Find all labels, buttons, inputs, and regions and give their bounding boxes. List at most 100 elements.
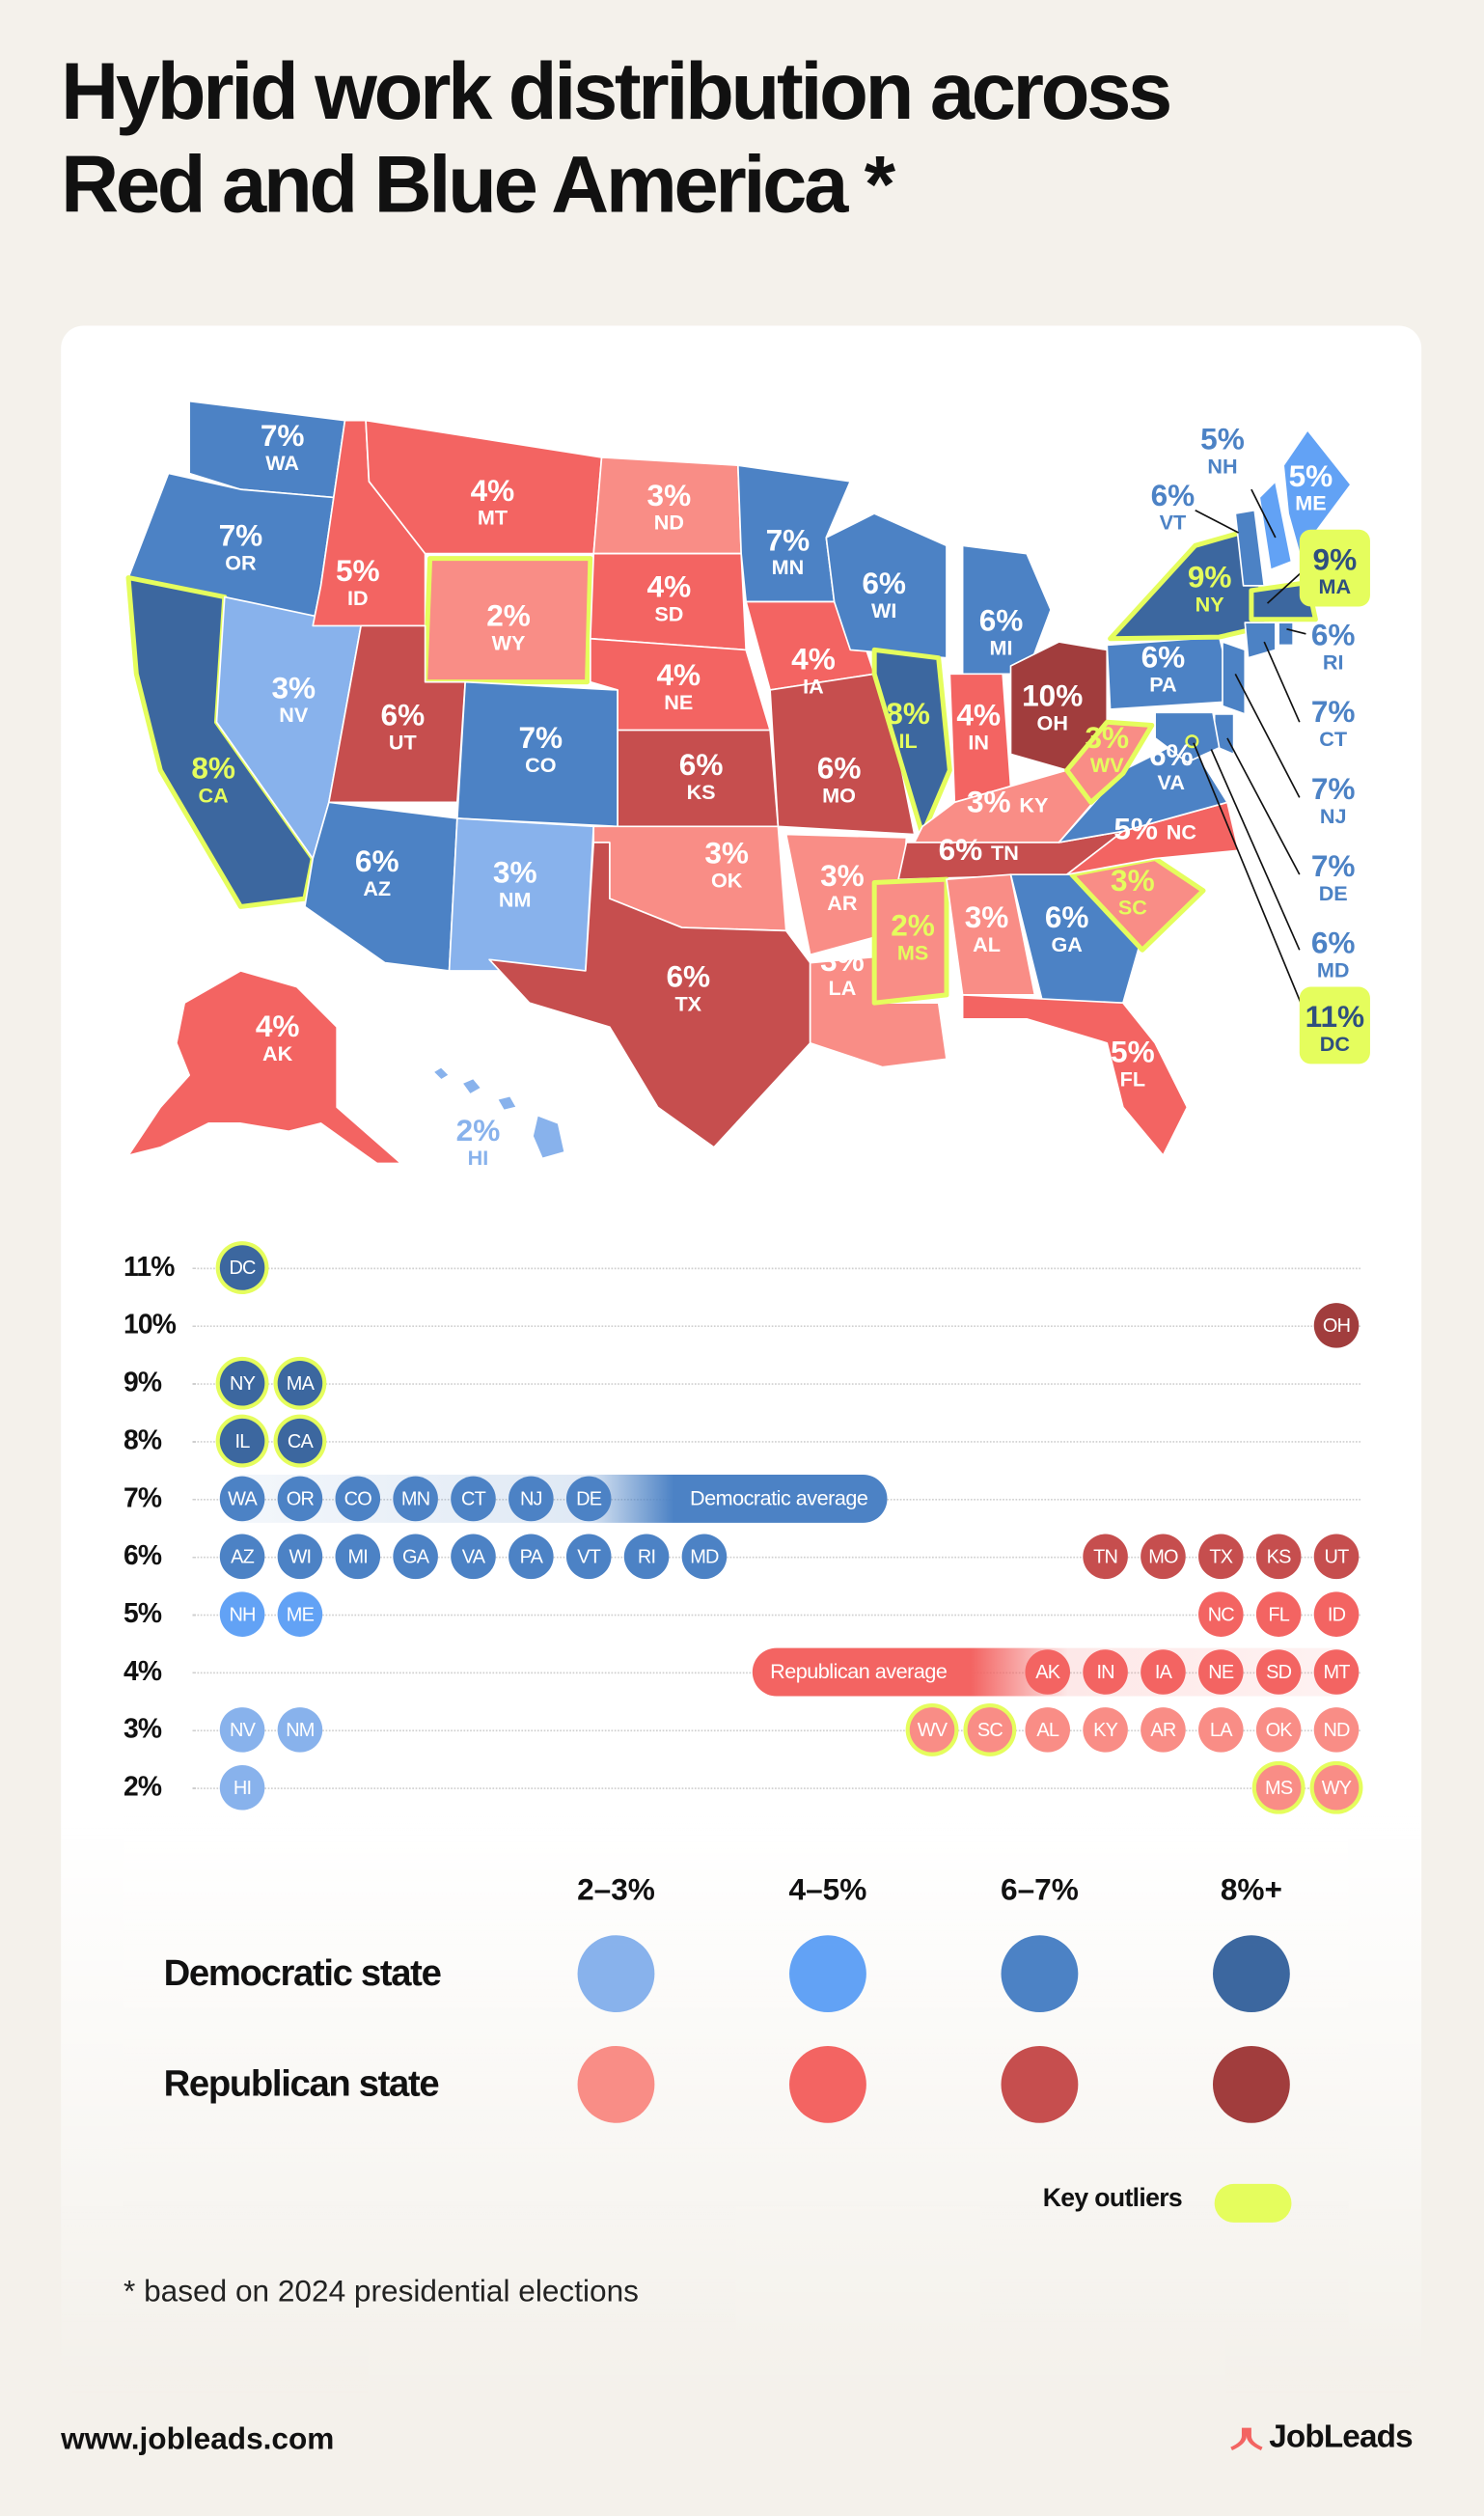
map-label-pct: 5% [1289,458,1333,493]
map-label-mi: 6%MI [979,602,1024,659]
map-label-pct: 6% [1045,899,1089,934]
map-label-pct: 4% [256,1009,300,1043]
map-label-pct: 5% [1111,1035,1155,1069]
state-dot-id: ID [1313,1591,1360,1637]
gridline [192,1556,1360,1559]
map-label-wy: 2%WY [486,597,531,654]
state-dot-dc: DC [219,1245,265,1290]
map-label-abbr: AL [973,932,1001,956]
map-label-pct: 7% [1311,848,1356,883]
map-label-md: 6%MD [1311,926,1356,982]
state-dot-ny: NY [219,1360,265,1406]
map-label-abbr: OH [1037,711,1068,735]
state-shape-hi [461,1077,482,1095]
state-dot-ks: KS [1255,1534,1302,1580]
legend-header: 4–5% [788,1874,867,1908]
callout-line [1195,510,1239,534]
state-dot-ar: AR [1140,1707,1186,1753]
state-dot-ne: NE [1198,1649,1244,1695]
state-dot-ak: AK [1025,1649,1071,1695]
map-label-ga: 6%GA [1045,899,1089,956]
map-label-pct: 6% [1151,478,1195,512]
map-label-pct: 4% [956,698,1001,733]
map-label-abbr: HI [468,1146,489,1170]
map-label-abbr: IA [803,674,824,698]
state-dot-il: IL [219,1418,265,1464]
map-label-abbr: WI [871,598,896,622]
gridline [192,1325,1360,1328]
callout-line [1234,673,1301,798]
row-label: 8% [124,1424,162,1456]
map-label-pct: 10% [1022,678,1083,713]
map-label-pct: 6% [1311,617,1356,651]
map-label-hi: 2%HI [456,1113,501,1170]
map-label-la: 3%LA [820,943,865,1000]
map-label-nm: 3%NM [493,854,537,911]
map-label-abbr: ND [654,511,684,535]
map-label-nv: 3%NV [271,670,316,727]
map-label-pct: 4% [791,641,836,676]
map-label-va: 6%VA [1149,737,1194,794]
row-label: 10% [124,1309,177,1341]
map-label-fl: 5%FL [1111,1035,1155,1092]
state-dot-nh: NH [219,1591,265,1637]
map-label-il: 8%IL [886,696,930,753]
gridline [192,1441,1360,1443]
map-label-text: 5% NC [1113,812,1196,846]
state-dot-ma: MA [277,1360,323,1406]
map-label-abbr: NV [279,703,309,727]
map-label-pct: 3% [493,854,537,889]
state-dot-ca: CA [277,1418,323,1464]
outlier-badge [1299,986,1370,1064]
legend-swatch-dem-6-7 [1001,1935,1079,2013]
brand-logo: JobLeads [1229,2419,1414,2456]
map-label-pct: 6% [1141,640,1186,675]
map-label-ak: 4%AK [256,1009,300,1065]
state-dot-al: AL [1025,1707,1071,1753]
state-dot-mo: MO [1140,1534,1186,1580]
state-dot-la: LA [1198,1707,1244,1753]
map-label-pct: 7% [1311,694,1356,729]
map-label-pct: 3% [820,858,865,893]
map-label-abbr: DC [1320,1032,1351,1056]
state-shape-hi [532,1114,566,1160]
callout-line [1263,641,1301,723]
democratic-average-label: Democratic average [689,1485,868,1510]
map-label-ia: 4%IA [791,641,836,698]
map-label-abbr: VT [1160,511,1187,535]
website-link[interactable]: www.jobleads.com [61,2422,335,2457]
callout-line [1193,742,1304,1009]
map-label-abbr: VA [1158,770,1186,794]
map-label-wi: 6%WI [862,566,906,622]
map-label-pct: 2% [486,597,531,632]
state-dot-nv: NV [219,1707,265,1753]
state-dot-nm: NM [277,1707,323,1753]
map-label-abbr: AZ [363,876,391,900]
map-label-text: 6% TN [939,832,1019,867]
map-label-abbr: MA [1319,574,1352,598]
map-label-or: 7%OR [219,517,263,574]
map-label-abbr: GA [1051,932,1083,956]
map-label-abbr: WA [265,451,299,475]
map-label-pct: 3% [1111,863,1155,898]
callout-line [1286,627,1306,635]
map-label-nc: 5% NC [1113,812,1196,846]
legend-swatch-rep-4-5 [789,2045,866,2123]
map-label-abbr: UT [389,730,417,754]
legend-header: 6–7% [1001,1874,1079,1908]
state-shape-ga [1009,873,1140,1005]
state-shape-nh [1258,480,1293,571]
map-label-co: 7%CO [519,720,563,777]
state-dot-mt: MT [1313,1649,1360,1695]
row-label: 6% [124,1540,162,1571]
state-dot-vt: VT [565,1534,612,1580]
map-label-id: 5%ID [336,553,380,610]
map-label-pct: 6% [979,602,1024,637]
map-label-oh: 10%OH [1022,678,1083,735]
map-label-pct: 7% [1311,771,1356,806]
map-label-abbr: MD [1317,958,1350,982]
map-label-in: 4%IN [956,698,1001,755]
map-label-pct: 3% [1085,720,1129,755]
outlier-badge [1299,529,1370,607]
map-label-nj: 7%NJ [1311,771,1356,828]
